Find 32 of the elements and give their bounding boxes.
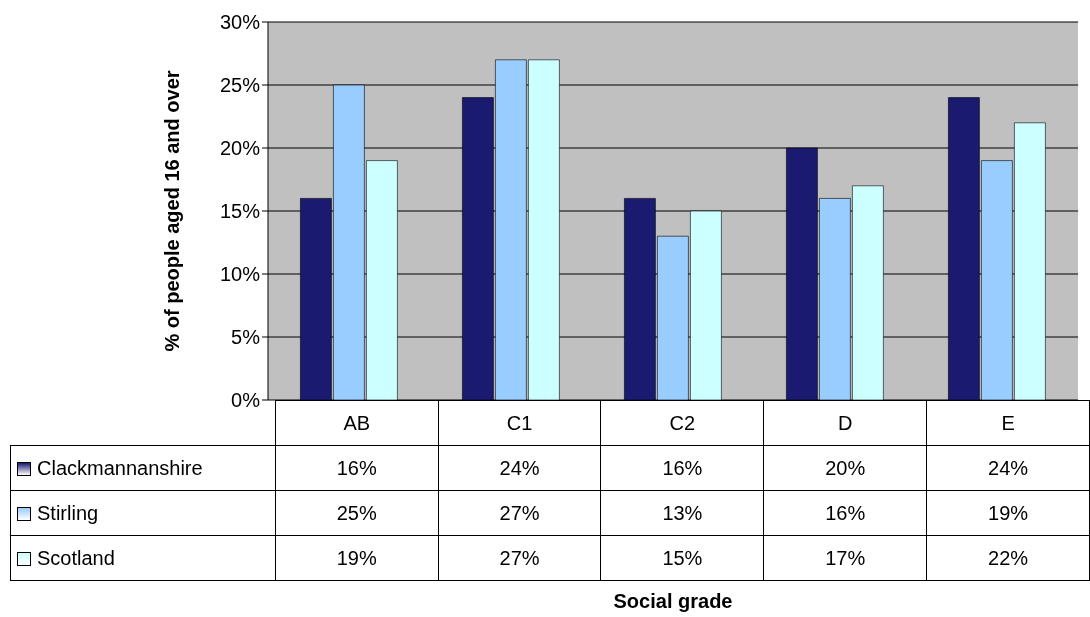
data-label: 24% [438, 445, 601, 491]
data-label: 16% [600, 445, 764, 491]
data-label: 20% [763, 445, 927, 491]
legend-label: Scotland [37, 546, 115, 569]
y-tick-label: 25% [219, 74, 261, 97]
y-tick-label: 30% [219, 11, 261, 34]
data-label: 15% [600, 535, 764, 581]
data-label: 17% [763, 535, 927, 581]
data-label: 24% [926, 445, 1090, 491]
x-tick-label: C1 [438, 400, 601, 446]
data-label: 19% [926, 490, 1090, 536]
x-tick-label: C2 [600, 400, 764, 446]
y-axis-title: % of people aged 16 and over [160, 70, 184, 352]
data-label: 22% [926, 535, 1090, 581]
data-label: 27% [438, 535, 601, 581]
legend-label: Clackmannanshire [37, 456, 203, 479]
x-tick-label: AB [275, 400, 439, 446]
y-tick-label: 20% [219, 137, 261, 160]
x-tick-label: E [926, 400, 1090, 446]
y-tick-label: 15% [219, 200, 261, 223]
y-tick-label: 5% [231, 326, 261, 349]
data-label: 16% [763, 490, 927, 536]
data-label: 19% [275, 535, 439, 581]
y-tick-label: 10% [219, 263, 261, 286]
y-tick-label: 0% [231, 389, 261, 412]
data-label: 27% [438, 490, 601, 536]
data-label: 13% [600, 490, 764, 536]
x-tick-label: D [763, 400, 927, 446]
text: Social grade [612, 590, 734, 613]
data-label: 16% [275, 445, 439, 491]
legend-label: Stirling [37, 501, 99, 524]
data-label: 25% [275, 490, 439, 536]
